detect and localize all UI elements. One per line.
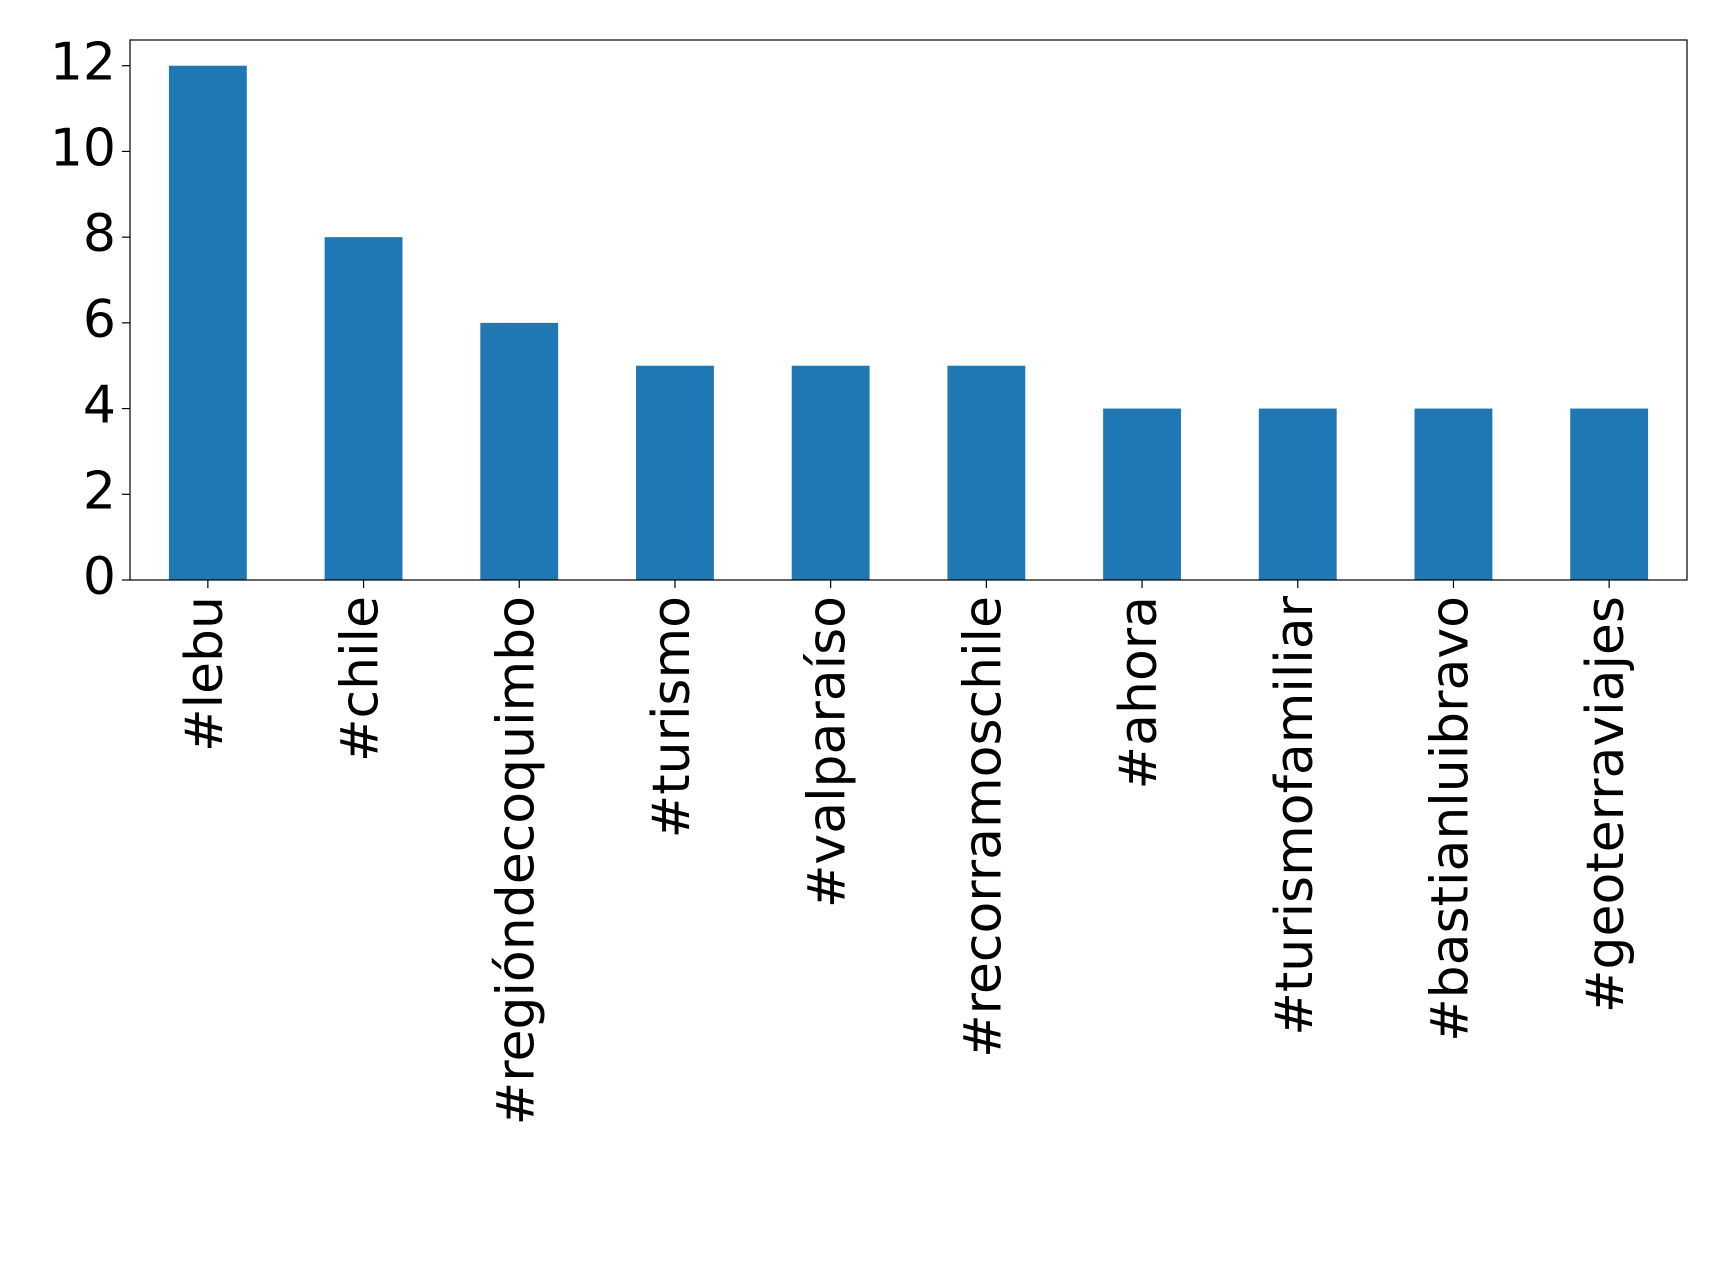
- bar: [1103, 408, 1181, 580]
- plot-frame: [129, 39, 1688, 581]
- y-tick-label: 10: [50, 118, 116, 178]
- x-tick-label: #turismofamiliar: [1265, 595, 1325, 1035]
- x-tick-label: #lebu: [175, 596, 235, 752]
- y-tick-label: 2: [83, 461, 116, 521]
- x-tick-label: #bastianluibravo: [1420, 596, 1480, 1042]
- x-tick-label: #ahora: [1109, 596, 1169, 789]
- x-tick-label: #recorramoschile: [953, 596, 1013, 1058]
- bar: [1570, 408, 1649, 580]
- y-tick-label: 12: [50, 33, 116, 93]
- y-tick-label: 8: [83, 204, 116, 264]
- bar: [1414, 408, 1493, 580]
- x-tick-label: #geoterraviajes: [1576, 596, 1636, 1013]
- bar: [480, 322, 559, 580]
- y-tick-label: 0: [83, 547, 116, 607]
- bar: [636, 365, 714, 580]
- x-tick-label: #valparaíso: [798, 596, 858, 908]
- bar: [324, 237, 403, 580]
- y-tick-label: 6: [83, 290, 116, 350]
- x-tick-label: #regióndecoquimbo: [486, 596, 546, 1125]
- bar: [168, 65, 247, 580]
- bar: [947, 365, 1026, 580]
- x-tick-label: #turismo: [642, 596, 702, 838]
- bar: [791, 365, 870, 580]
- bar: [1258, 408, 1337, 580]
- x-tick-label: #chile: [331, 596, 391, 762]
- y-tick-label: 4: [83, 376, 116, 436]
